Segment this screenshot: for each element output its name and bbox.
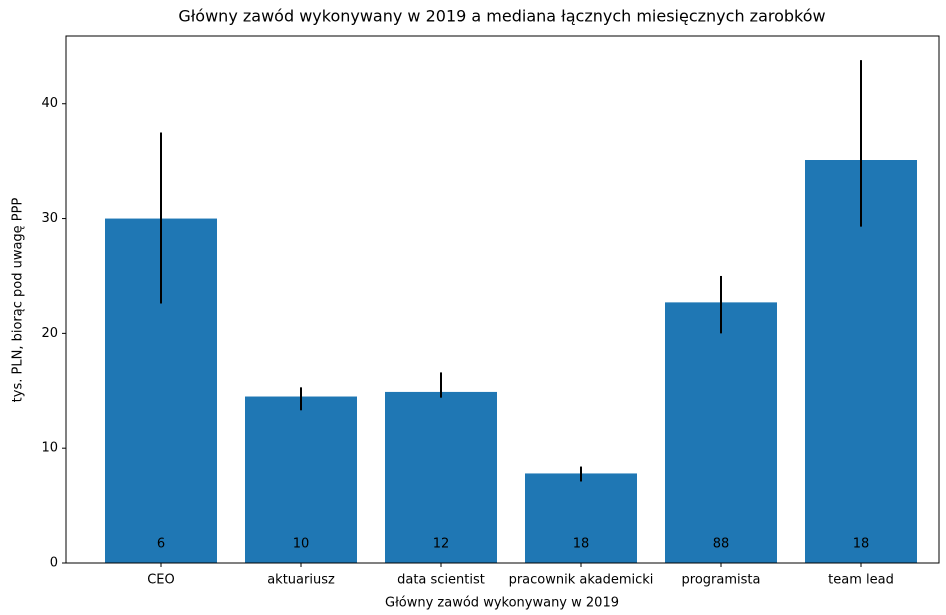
bar (805, 160, 917, 563)
y-tick-label: 40 (41, 96, 58, 111)
y-axis-label: tys. PLN, biorąc pod uwagę PPP (11, 198, 26, 403)
x-tick-label: CEO (147, 573, 175, 588)
x-tick-label: data scientist (397, 573, 485, 588)
count-label: 6 (157, 537, 165, 552)
y-tick-label: 10 (41, 441, 58, 456)
y-tick-label: 30 (41, 211, 58, 226)
x-axis-label: Główny zawód wykonywany w 2019 (385, 596, 619, 611)
bar (385, 391, 497, 563)
bar (245, 396, 357, 563)
y-tick-label: 20 (41, 326, 58, 341)
x-tick-label: programista (682, 573, 761, 588)
count-label: 18 (853, 537, 870, 552)
y-tick-label: 0 (50, 556, 58, 571)
count-label: 12 (433, 537, 450, 552)
x-tick-label: aktuariusz (267, 573, 335, 588)
chart-title: Główny zawód wykonywany w 2019 a mediana… (178, 7, 825, 26)
count-label: 10 (293, 537, 310, 552)
bar (525, 473, 637, 563)
count-label: 88 (713, 537, 730, 552)
x-tick-label: pracownik akademicki (509, 573, 654, 588)
bar (665, 302, 777, 563)
count-label: 18 (573, 537, 590, 552)
x-tick-label: team lead (828, 573, 894, 588)
plot-frame (65, 35, 940, 564)
